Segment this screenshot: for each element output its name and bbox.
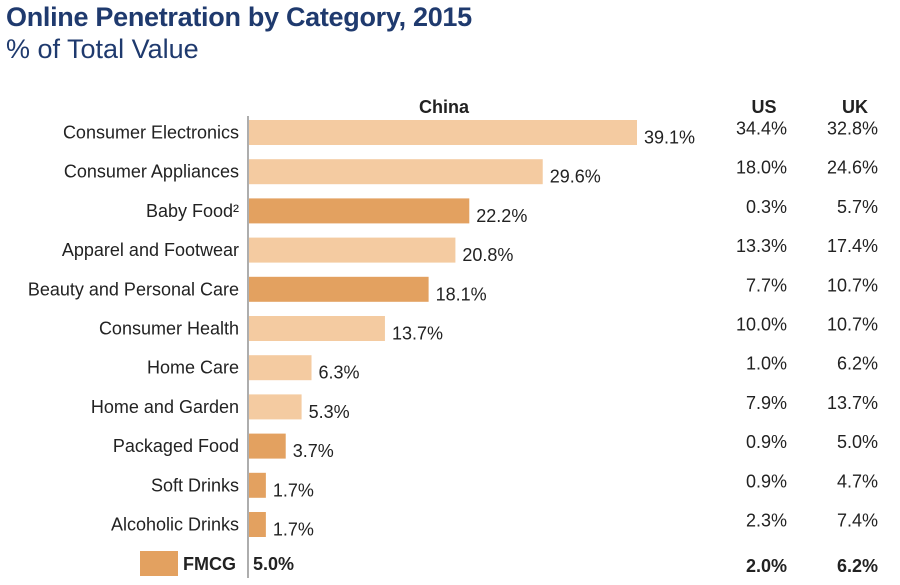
bar-value-label: 3.7% [293,441,334,461]
bar-value-label: 6.3% [319,363,360,383]
bar-value-label: 1.7% [273,520,314,540]
bar [249,120,637,145]
uk-value: 7.4% [837,511,878,531]
fmcg-china-value: 5.0% [253,554,294,574]
bar [249,433,286,459]
category-label: Soft Drinks [151,475,239,495]
uk-value: 5.0% [837,432,878,452]
bar [249,394,302,420]
chart-title: Online Penetration by Category, 2015 [6,2,472,32]
category-label: Consumer Health [99,319,239,339]
category-label: Packaged Food [113,436,239,456]
uk-value: 10.7% [827,315,878,335]
us-value: 13.3% [736,236,787,256]
uk-value: 24.6% [827,158,878,178]
us-value: 1.0% [746,354,787,374]
fmcg-uk-value: 6.2% [837,556,878,576]
category-label: Home and Garden [91,397,239,417]
bar [249,355,312,381]
china-column-header: China [419,97,470,117]
bar-value-label: 5.3% [309,402,350,422]
uk-value: 5.7% [837,197,878,217]
bar [249,276,429,302]
bar-value-label: 29.6% [550,167,601,187]
bar [249,198,470,224]
category-label: Beauty and Personal Care [28,279,239,299]
bar-value-label: 18.1% [436,284,487,304]
fmcg-us-value: 2.0% [746,556,787,576]
bar-value-label: 1.7% [273,480,314,500]
us-value: 0.9% [746,432,787,452]
bar [249,237,456,263]
us-value: 7.7% [746,275,787,295]
us-value: 18.0% [736,158,787,178]
us-column-header: US [751,97,776,117]
chart-subtitle: % of Total Value [6,34,199,64]
uk-column-header: UK [842,97,868,117]
category-label: Home Care [147,358,239,378]
uk-value: 10.7% [827,275,878,295]
category-label: Apparel and Footwear [62,240,239,260]
category-label: Consumer Electronics [63,123,239,143]
category-label: Baby Food² [146,201,239,221]
us-value: 0.9% [746,471,787,491]
us-value: 34.4% [736,119,787,139]
bar-value-label: 13.7% [392,324,443,344]
bar [249,159,543,185]
bar [249,316,385,341]
uk-value: 6.2% [837,354,878,374]
chart-rows: Consumer Electronics 39.1% 34.4% 32.8% Consu… [28,119,878,540]
uk-value: 32.8% [827,119,878,139]
fmcg-legend-swatch [140,551,178,576]
uk-value: 13.7% [827,393,878,413]
us-value: 2.3% [746,511,787,531]
uk-value: 17.4% [827,236,878,256]
bar [249,472,266,498]
bar-value-label: 39.1% [644,128,695,148]
category-label: Consumer Appliances [64,162,239,182]
us-value: 7.9% [746,393,787,413]
fmcg-legend-label: FMCG [183,554,236,574]
bar [249,512,266,537]
us-value: 10.0% [736,315,787,335]
bar-value-label: 22.2% [476,206,527,226]
category-label: Alcoholic Drinks [111,515,239,535]
uk-value: 4.7% [837,471,878,491]
bar-value-label: 20.8% [462,245,513,265]
us-value: 0.3% [746,197,787,217]
